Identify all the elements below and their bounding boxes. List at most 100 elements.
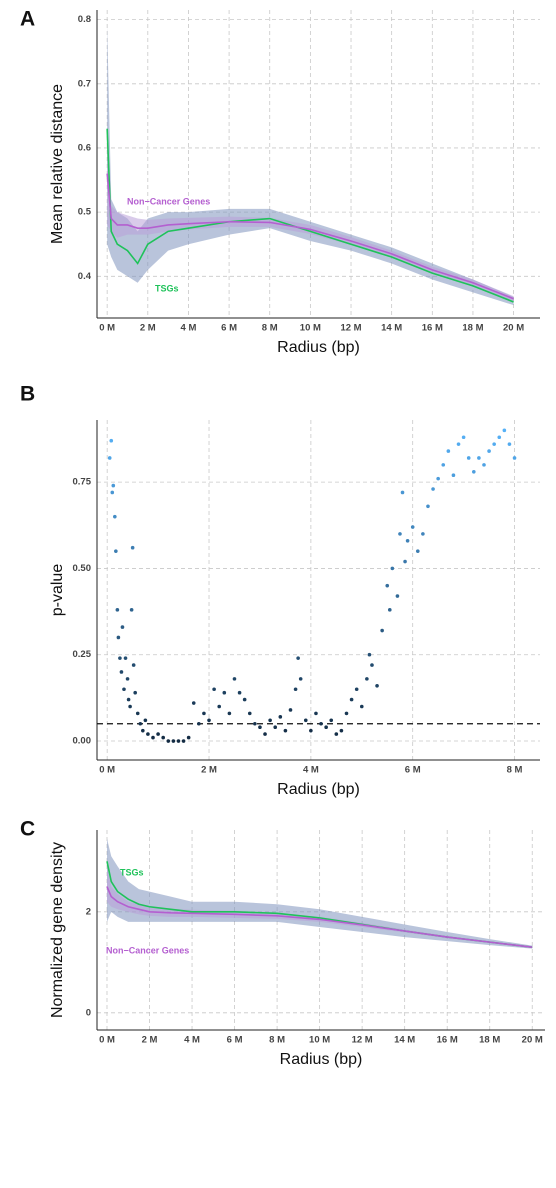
series-label: Non−Cancer Genes (127, 196, 210, 206)
x-tick-label: 2 M (142, 1035, 158, 1046)
point (110, 490, 115, 495)
y-tick-label: 0.5 (78, 207, 92, 218)
x-tick-label: 6 M (405, 765, 421, 776)
point (247, 711, 252, 716)
point (395, 594, 400, 598)
point (166, 739, 171, 743)
point (497, 435, 502, 440)
point (451, 473, 456, 478)
confidence-band (106, 838, 533, 949)
x-tick-label: 14 M (394, 1035, 415, 1046)
point (334, 732, 339, 736)
point (482, 463, 486, 467)
panel-label: B (20, 383, 35, 406)
point (385, 583, 390, 588)
point (263, 732, 267, 736)
y-tick-label: 0.7 (78, 78, 91, 89)
x-tick-label: 2 M (201, 765, 217, 776)
point (258, 725, 262, 730)
point (387, 608, 392, 612)
point (171, 739, 176, 743)
point (131, 663, 136, 667)
point (122, 687, 126, 692)
point (128, 704, 132, 709)
point (161, 735, 165, 740)
y-tick-label: 0.50 (73, 563, 92, 574)
y-tick-label: 0.00 (73, 736, 92, 747)
point (273, 725, 278, 730)
confidence-band (107, 26, 514, 306)
x-tick-label: 6 M (221, 323, 237, 334)
x-axis-title: Radius (bp) (280, 1051, 363, 1068)
point (114, 549, 118, 553)
point (314, 711, 318, 716)
point (354, 687, 359, 692)
x-tick-label: 18 M (462, 323, 483, 334)
point (133, 690, 137, 695)
point (237, 690, 242, 695)
point (217, 704, 222, 709)
x-tick-label: 4 M (303, 765, 319, 776)
y-tick-label: 0.6 (78, 142, 91, 153)
point (370, 663, 374, 667)
point (512, 456, 517, 460)
point (359, 704, 364, 709)
x-tick-label: 0 M (99, 765, 115, 776)
point (107, 456, 112, 460)
point (197, 721, 201, 726)
point (109, 438, 114, 443)
point (123, 656, 128, 660)
point (436, 476, 440, 481)
point (375, 683, 379, 688)
x-tick-label: 4 M (181, 323, 197, 334)
point (365, 677, 369, 681)
point (176, 739, 181, 743)
point (390, 566, 395, 571)
x-tick-label: 8 M (269, 1035, 285, 1046)
point (405, 539, 410, 543)
point (431, 487, 435, 491)
point (507, 442, 512, 446)
point (367, 652, 372, 657)
panel-label: C (20, 818, 35, 841)
point (349, 697, 354, 702)
x-tick-label: 16 M (437, 1035, 458, 1046)
point (410, 525, 415, 529)
y-tick-label: 0 (86, 1007, 91, 1018)
point (398, 532, 402, 536)
point (181, 739, 186, 743)
point (141, 728, 145, 733)
point (446, 449, 451, 453)
y-axis-title: p-value (49, 564, 66, 617)
series-label: Non−Cancer Genes (106, 945, 189, 955)
x-tick-label: 14 M (381, 323, 402, 334)
point (426, 504, 430, 509)
point (492, 442, 496, 446)
point (415, 549, 420, 553)
point (135, 711, 140, 716)
point (421, 532, 425, 536)
point (113, 514, 117, 519)
y-tick-label: 2 (86, 906, 91, 917)
point (126, 697, 131, 702)
point (151, 735, 155, 740)
point (400, 490, 405, 495)
point (125, 677, 130, 681)
point (115, 608, 120, 612)
point (456, 442, 461, 446)
x-tick-label: 18 M (479, 1035, 500, 1046)
y-axis-title: Normalized gene density (49, 842, 66, 1018)
point (202, 711, 206, 716)
x-tick-label: 4 M (184, 1035, 200, 1046)
point (120, 625, 125, 629)
point (222, 690, 227, 695)
point (477, 456, 481, 460)
point (441, 463, 446, 467)
x-tick-label: 16 M (422, 323, 443, 334)
x-tick-label: 20 M (503, 323, 524, 334)
y-tick-label: 0.8 (78, 14, 91, 25)
point (293, 687, 298, 692)
point (130, 545, 135, 550)
point (339, 728, 344, 733)
point (344, 711, 349, 716)
